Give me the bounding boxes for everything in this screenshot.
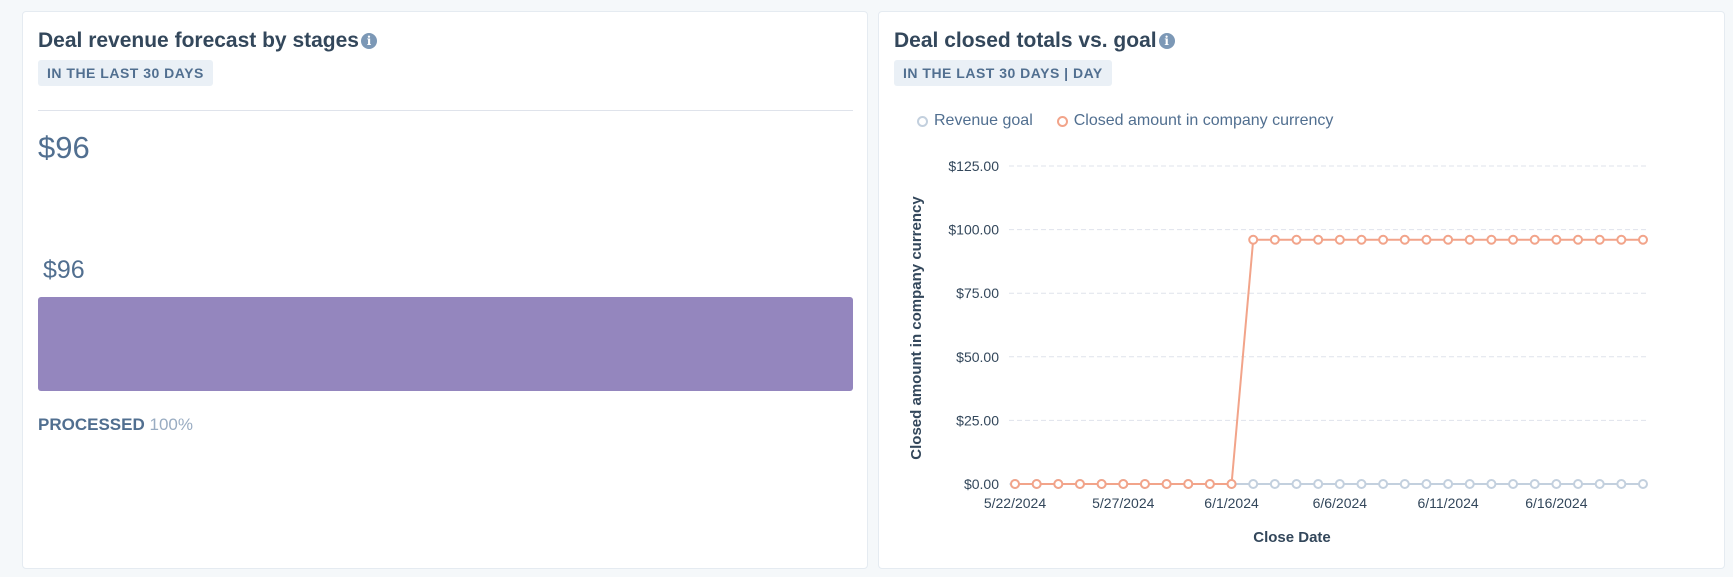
date-range-tag: IN THE LAST 30 DAYS bbox=[38, 60, 213, 86]
y-axis-ticks: $0.00 $25.00 $50.00 $75.00 $100.00 $125.00 bbox=[948, 158, 999, 492]
data-point[interactable] bbox=[1053, 479, 1064, 489]
data-point[interactable] bbox=[1356, 234, 1367, 245]
line-chart: $0.00 $25.00 $50.00 $75.00 $100.00 $125.00 5/… bbox=[908, 158, 1648, 546]
data-point[interactable] bbox=[1529, 234, 1540, 245]
data-point[interactable] bbox=[1638, 479, 1648, 489]
data-point[interactable] bbox=[1616, 234, 1627, 245]
data-point[interactable] bbox=[1464, 234, 1475, 245]
data-point[interactable] bbox=[1443, 479, 1454, 489]
card-title[interactable]: Deal revenue forecast by stages i bbox=[38, 29, 377, 53]
data-point[interactable] bbox=[1248, 234, 1259, 245]
data-point[interactable] bbox=[1594, 234, 1605, 245]
card-title[interactable]: Deal closed totals vs. goal i bbox=[894, 29, 1175, 53]
data-point[interactable] bbox=[1334, 479, 1345, 489]
data-point[interactable] bbox=[1118, 479, 1129, 489]
y-tick-label: $50.00 bbox=[956, 349, 999, 365]
x-tick-label: 5/27/2024 bbox=[1092, 495, 1154, 511]
legend-item-closed-amount[interactable]: Closed amount in company currency bbox=[1056, 112, 1334, 130]
stage-bar-processed[interactable] bbox=[38, 297, 853, 391]
data-point[interactable] bbox=[1226, 479, 1237, 489]
data-point[interactable] bbox=[1443, 234, 1454, 245]
legend-label: Revenue goal bbox=[934, 112, 1033, 129]
legend-item-revenue-goal[interactable]: Revenue goal bbox=[917, 112, 1033, 130]
data-point[interactable] bbox=[1356, 479, 1367, 489]
data-point[interactable] bbox=[1291, 479, 1302, 489]
data-point[interactable] bbox=[1616, 479, 1627, 489]
chart-gridlines bbox=[1009, 165, 1646, 485]
y-tick-label: $100.00 bbox=[948, 222, 999, 238]
data-point[interactable] bbox=[1334, 234, 1345, 245]
data-point[interactable] bbox=[1010, 479, 1020, 489]
data-point[interactable] bbox=[1291, 234, 1302, 245]
data-point[interactable] bbox=[1074, 479, 1085, 489]
data-point[interactable] bbox=[1161, 479, 1172, 489]
data-point[interactable] bbox=[1204, 479, 1215, 489]
date-range-tag: IN THE LAST 30 DAYS | DAY bbox=[894, 60, 1112, 86]
data-point[interactable] bbox=[1573, 234, 1584, 245]
data-point[interactable] bbox=[1594, 479, 1605, 489]
y-tick-label: $75.00 bbox=[956, 285, 999, 301]
card-title-text[interactable]: Deal revenue forecast by stages bbox=[38, 29, 359, 52]
legend-marker-icon bbox=[917, 115, 928, 127]
info-icon[interactable]: i bbox=[1158, 33, 1175, 49]
data-point[interactable] bbox=[1378, 234, 1389, 245]
x-tick-label: 5/22/2024 bbox=[984, 495, 1046, 511]
stage-name: PROCESSED bbox=[38, 415, 145, 434]
forecast-total: $96 bbox=[38, 130, 90, 165]
x-axis-ticks: 5/22/2024 5/27/2024 6/1/2024 6/6/2024 6/11/2… bbox=[984, 495, 1588, 511]
stage-label: PROCESSED 100% bbox=[38, 415, 193, 435]
data-point[interactable] bbox=[1183, 479, 1194, 489]
y-axis-title: Closed amount in company currency bbox=[908, 196, 925, 460]
chart-series bbox=[1010, 234, 1648, 489]
data-point[interactable] bbox=[1464, 479, 1475, 489]
data-point[interactable] bbox=[1399, 234, 1410, 245]
series-line bbox=[1015, 238, 1643, 485]
data-point[interactable] bbox=[1313, 479, 1324, 489]
series-closed-amount bbox=[1010, 234, 1648, 489]
stage-bar-value: $96 bbox=[43, 256, 85, 284]
data-point[interactable] bbox=[1096, 479, 1107, 489]
deal-revenue-forecast-card: Deal revenue forecast by stages i IN THE… bbox=[22, 11, 868, 569]
stage-percent: 100% bbox=[149, 415, 193, 434]
x-axis-title: Close Date bbox=[1253, 529, 1331, 546]
x-tick-label: 6/1/2024 bbox=[1204, 495, 1259, 511]
y-tick-label: $125.00 bbox=[948, 158, 999, 174]
data-point[interactable] bbox=[1269, 234, 1280, 245]
data-point[interactable] bbox=[1378, 479, 1389, 489]
data-point[interactable] bbox=[1269, 479, 1280, 489]
data-point[interactable] bbox=[1551, 479, 1562, 489]
data-point[interactable] bbox=[1551, 234, 1562, 245]
data-point[interactable] bbox=[1486, 479, 1497, 489]
data-point[interactable] bbox=[1486, 234, 1497, 245]
data-point[interactable] bbox=[1638, 234, 1648, 245]
legend-marker-icon bbox=[1056, 115, 1068, 127]
x-tick-label: 6/11/2024 bbox=[1417, 495, 1478, 511]
deal-closed-totals-card: Deal closed totals vs. goal i IN THE LAS… bbox=[878, 11, 1725, 569]
data-point[interactable] bbox=[1508, 479, 1519, 489]
divider bbox=[38, 110, 853, 111]
data-point[interactable] bbox=[1529, 479, 1540, 489]
data-point[interactable] bbox=[1421, 479, 1432, 489]
data-point[interactable] bbox=[1573, 479, 1584, 489]
data-point[interactable] bbox=[1139, 479, 1150, 489]
data-point[interactable] bbox=[1508, 234, 1519, 245]
data-point[interactable] bbox=[1031, 479, 1042, 489]
info-icon[interactable]: i bbox=[361, 33, 377, 49]
data-point[interactable] bbox=[1421, 234, 1432, 245]
data-point[interactable] bbox=[1313, 234, 1324, 245]
x-tick-label: 6/16/2024 bbox=[1525, 495, 1587, 511]
y-tick-label: $25.00 bbox=[956, 412, 999, 428]
data-point[interactable] bbox=[1399, 479, 1410, 489]
chart-legend: Revenue goal Closed amount in company cu… bbox=[917, 112, 1333, 130]
data-point[interactable] bbox=[1248, 479, 1259, 489]
x-tick-label: 6/6/2024 bbox=[1313, 495, 1368, 511]
card-title-text[interactable]: Deal closed totals vs. goal bbox=[894, 29, 1157, 52]
legend-label: Closed amount in company currency bbox=[1073, 112, 1334, 129]
y-tick-label: $0.00 bbox=[964, 476, 999, 492]
